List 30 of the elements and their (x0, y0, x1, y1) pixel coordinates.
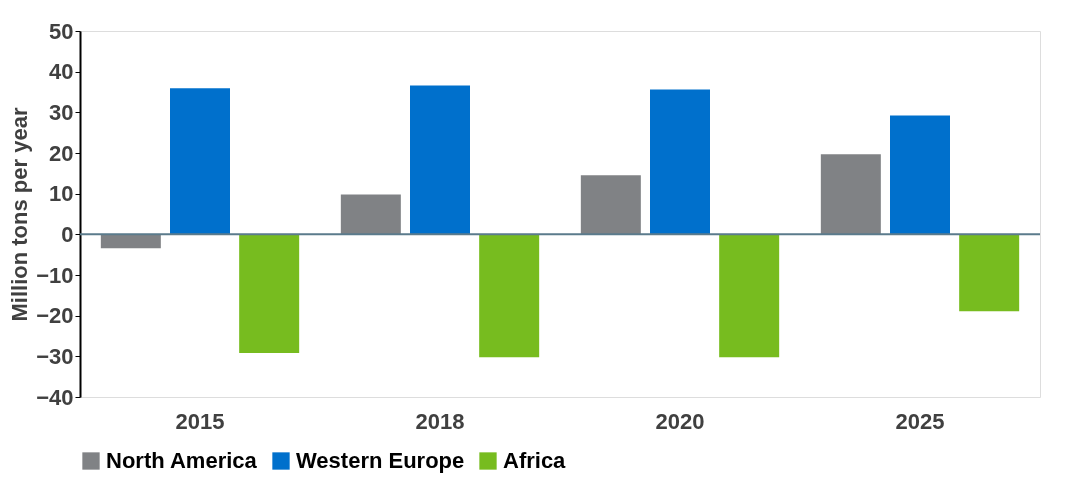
x-tick-label: 2025 (895, 408, 945, 434)
bar (890, 115, 950, 235)
bar (650, 89, 710, 235)
bar (959, 234, 1020, 312)
y-tick-label: 10 (49, 181, 74, 207)
x-tick-label: 2020 (655, 408, 705, 434)
x-tick-label: 2015 (175, 408, 225, 434)
legend-label: North America (106, 448, 258, 473)
y-tick-label: 40 (49, 59, 74, 85)
y-tick-label: −20 (36, 303, 74, 329)
bar (410, 85, 470, 235)
bar (239, 234, 300, 354)
y-axis-title: Million tons per year (7, 107, 33, 322)
y-tick-label: −40 (36, 384, 74, 410)
bar (820, 154, 881, 235)
bar (170, 88, 230, 235)
bar (719, 234, 780, 358)
y-tick-label: −10 (36, 262, 74, 288)
legend-label: Africa (503, 448, 567, 473)
y-tick-label: 50 (49, 18, 74, 44)
x-tick-label: 2018 (415, 408, 465, 434)
bar (479, 234, 540, 358)
bar (580, 175, 641, 235)
y-tick-label: 20 (49, 140, 74, 166)
y-tick-label: 0 (61, 221, 74, 247)
bar (340, 194, 401, 235)
y-tick-label: 30 (49, 99, 74, 125)
legend-label: Western Europe (296, 448, 465, 473)
y-tick-label: −30 (36, 343, 74, 369)
bar (100, 234, 161, 249)
